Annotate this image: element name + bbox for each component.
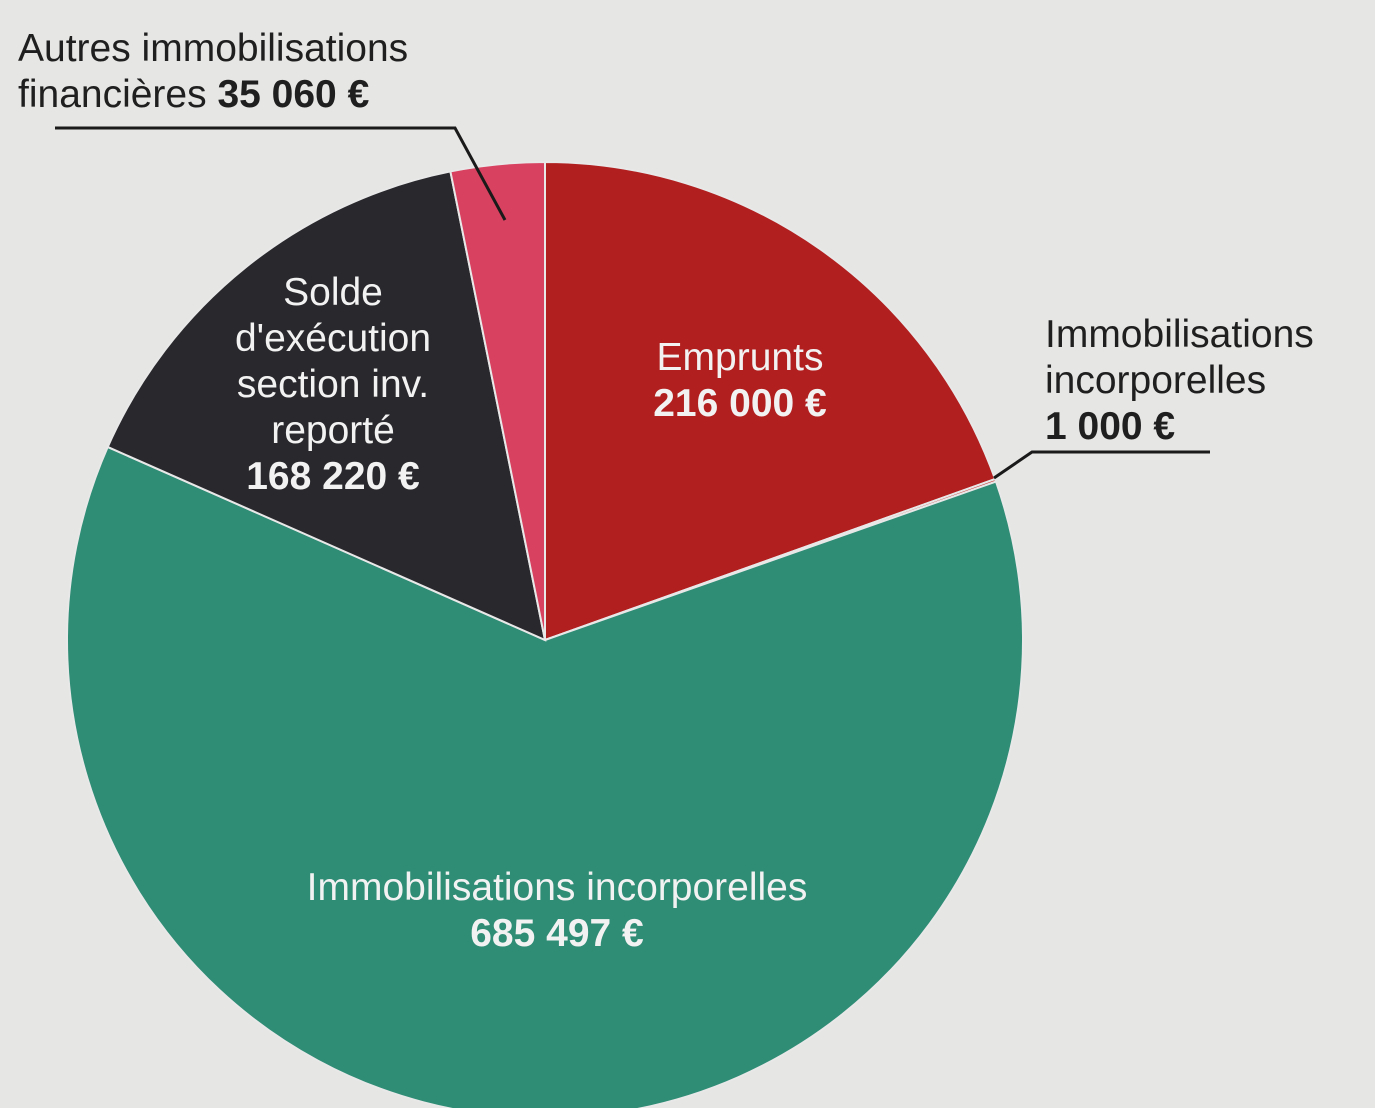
slice-label: Immobilisations incorporelles 685 497 € — [207, 865, 907, 957]
slice-label: Immobilisations incorporelles 1 000 € — [1045, 312, 1375, 450]
category-name: Immobilisations incorporelles — [306, 866, 808, 909]
value-label: 685 497 € — [470, 912, 644, 955]
slice-label: Solde d'exécution section inv. reporté 1… — [203, 270, 463, 500]
value-label: 168 220 € — [246, 455, 420, 498]
pie-slice — [544, 160, 997, 642]
leader-line — [55, 126, 507, 221]
value-label: 35 060 € — [217, 73, 370, 116]
pie-slice — [449, 160, 546, 641]
leader-line — [993, 450, 1210, 480]
slice-label: Emprunts 216 000 € — [590, 335, 890, 427]
slice-label: Autres immobilisations financières 35 06… — [18, 26, 538, 118]
category-name: Autres immobilisations financières — [18, 27, 409, 116]
pie-slice — [66, 445, 1024, 1108]
category-name: Emprunts — [656, 336, 824, 379]
category-name: Solde d'exécution section inv. reporté — [234, 271, 432, 452]
category-name: Immobilisations incorporelles — [1045, 313, 1314, 402]
value-label: 1 000 € — [1045, 405, 1176, 448]
value-label: 216 000 € — [653, 382, 827, 425]
pie-slice — [106, 170, 547, 642]
